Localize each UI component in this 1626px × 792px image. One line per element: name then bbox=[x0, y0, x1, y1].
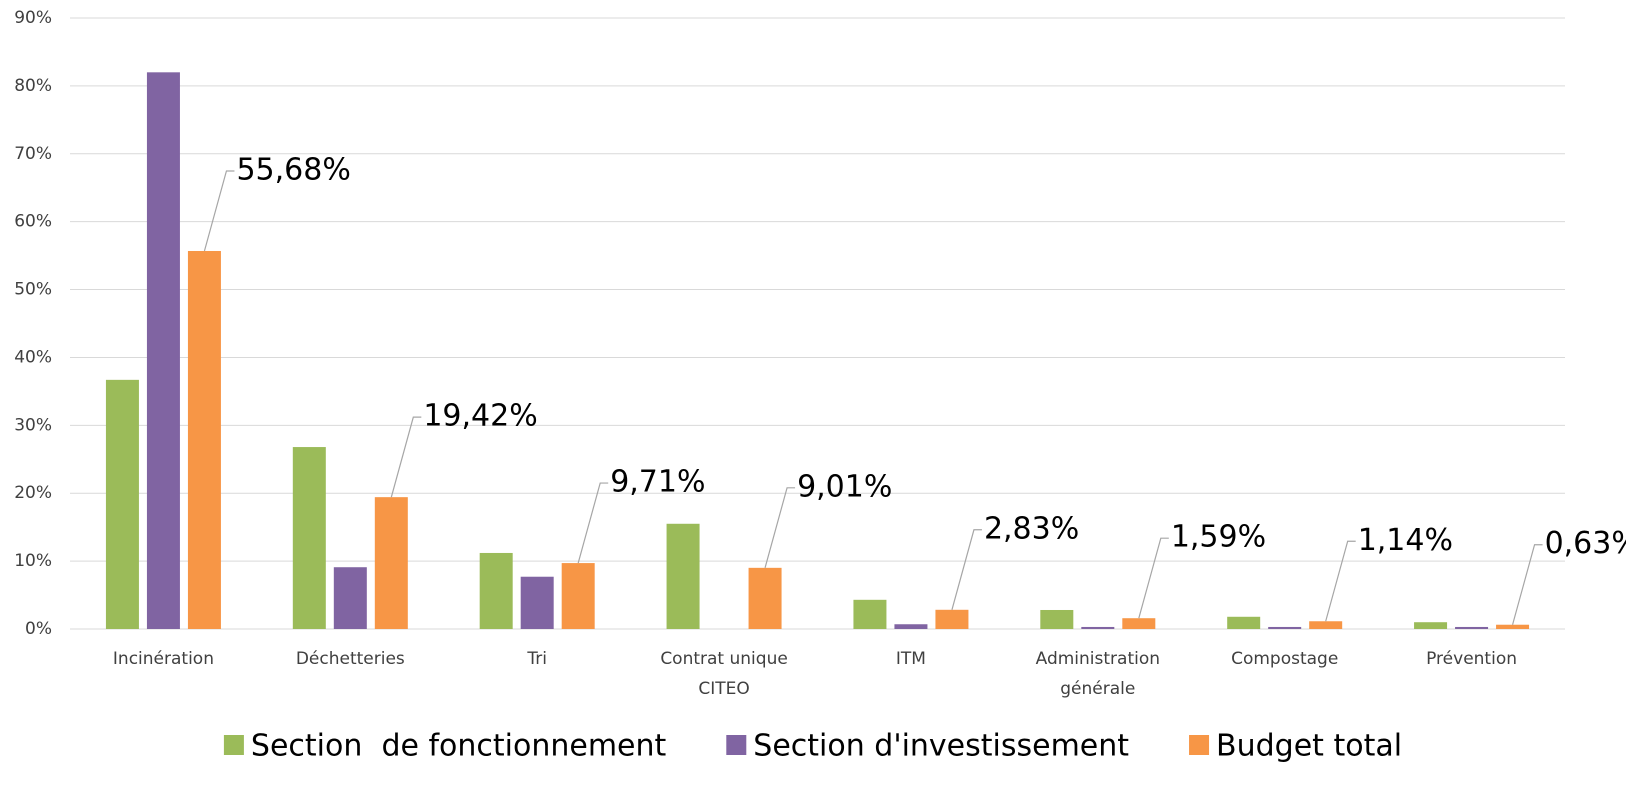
y-tick-label: 70% bbox=[14, 144, 52, 164]
legend-label: Section de fonctionnement bbox=[251, 729, 667, 764]
bar bbox=[894, 624, 928, 629]
bar bbox=[333, 567, 367, 629]
legend-label: Budget total bbox=[1216, 729, 1402, 764]
data-label: 9,71% bbox=[610, 465, 705, 500]
legend-swatch bbox=[726, 735, 747, 755]
legend-swatch bbox=[1189, 735, 1210, 755]
bar bbox=[146, 72, 180, 630]
bar bbox=[561, 563, 595, 629]
leader-line bbox=[203, 170, 235, 252]
legend-swatch bbox=[223, 735, 244, 755]
x-tick-label: Tri bbox=[526, 649, 547, 669]
data-label: 9,01% bbox=[797, 469, 892, 504]
bar bbox=[1040, 609, 1074, 629]
y-tick-label: 90% bbox=[14, 8, 52, 28]
bar bbox=[292, 447, 326, 629]
bar bbox=[1455, 626, 1489, 629]
legend-label: Section d'investissement bbox=[753, 729, 1129, 764]
bar bbox=[1414, 622, 1448, 629]
leader-line bbox=[390, 416, 422, 498]
y-tick-label: 50% bbox=[14, 280, 52, 300]
bar bbox=[105, 379, 139, 629]
x-tick-label: Administration générale bbox=[1036, 649, 1160, 699]
bar bbox=[853, 599, 887, 629]
y-tick-label: 40% bbox=[14, 347, 52, 367]
bar bbox=[187, 250, 221, 629]
data-label: 2,83% bbox=[984, 511, 1079, 546]
legend: Section de fonctionnement Section d'inves… bbox=[223, 729, 1402, 764]
bar bbox=[1268, 626, 1302, 629]
y-tick-label: 0% bbox=[25, 619, 52, 639]
x-tick-label: Déchetteries bbox=[296, 649, 405, 669]
leader-line bbox=[764, 487, 796, 568]
data-label: 1,59% bbox=[1171, 520, 1266, 555]
x-tick-label: Compostage bbox=[1231, 649, 1338, 669]
y-tick-label: 20% bbox=[14, 483, 52, 503]
bar bbox=[374, 497, 408, 629]
bar bbox=[1227, 616, 1261, 629]
data-label: 55,68% bbox=[236, 152, 350, 187]
data-label: 0,63% bbox=[1545, 526, 1626, 561]
leader-line bbox=[951, 529, 982, 610]
y-tick-label: 60% bbox=[14, 212, 52, 232]
y-tick-label: 30% bbox=[14, 415, 52, 435]
x-tick-label: ITM bbox=[896, 649, 926, 669]
x-tick-label: Contrat unique CITEO bbox=[660, 649, 787, 699]
bar bbox=[1122, 618, 1156, 629]
bar bbox=[1081, 626, 1115, 629]
x-tick-label: Prévention bbox=[1426, 649, 1517, 669]
bar bbox=[1496, 624, 1530, 629]
data-label: 19,42% bbox=[423, 399, 537, 434]
leader-line bbox=[1138, 537, 1169, 619]
bar bbox=[748, 567, 782, 629]
leader-line bbox=[577, 482, 609, 564]
leader-line bbox=[1511, 544, 1543, 625]
bar bbox=[1309, 621, 1343, 629]
bar bbox=[666, 523, 700, 629]
leader-line bbox=[1325, 540, 1356, 622]
bar bbox=[479, 552, 513, 629]
y-tick-label: 80% bbox=[14, 76, 52, 96]
bar bbox=[935, 609, 969, 629]
x-tick-label: Incinération bbox=[113, 649, 214, 669]
y-tick-label: 10% bbox=[14, 551, 52, 571]
data-label: 1,14% bbox=[1358, 523, 1453, 558]
bar bbox=[520, 576, 554, 629]
